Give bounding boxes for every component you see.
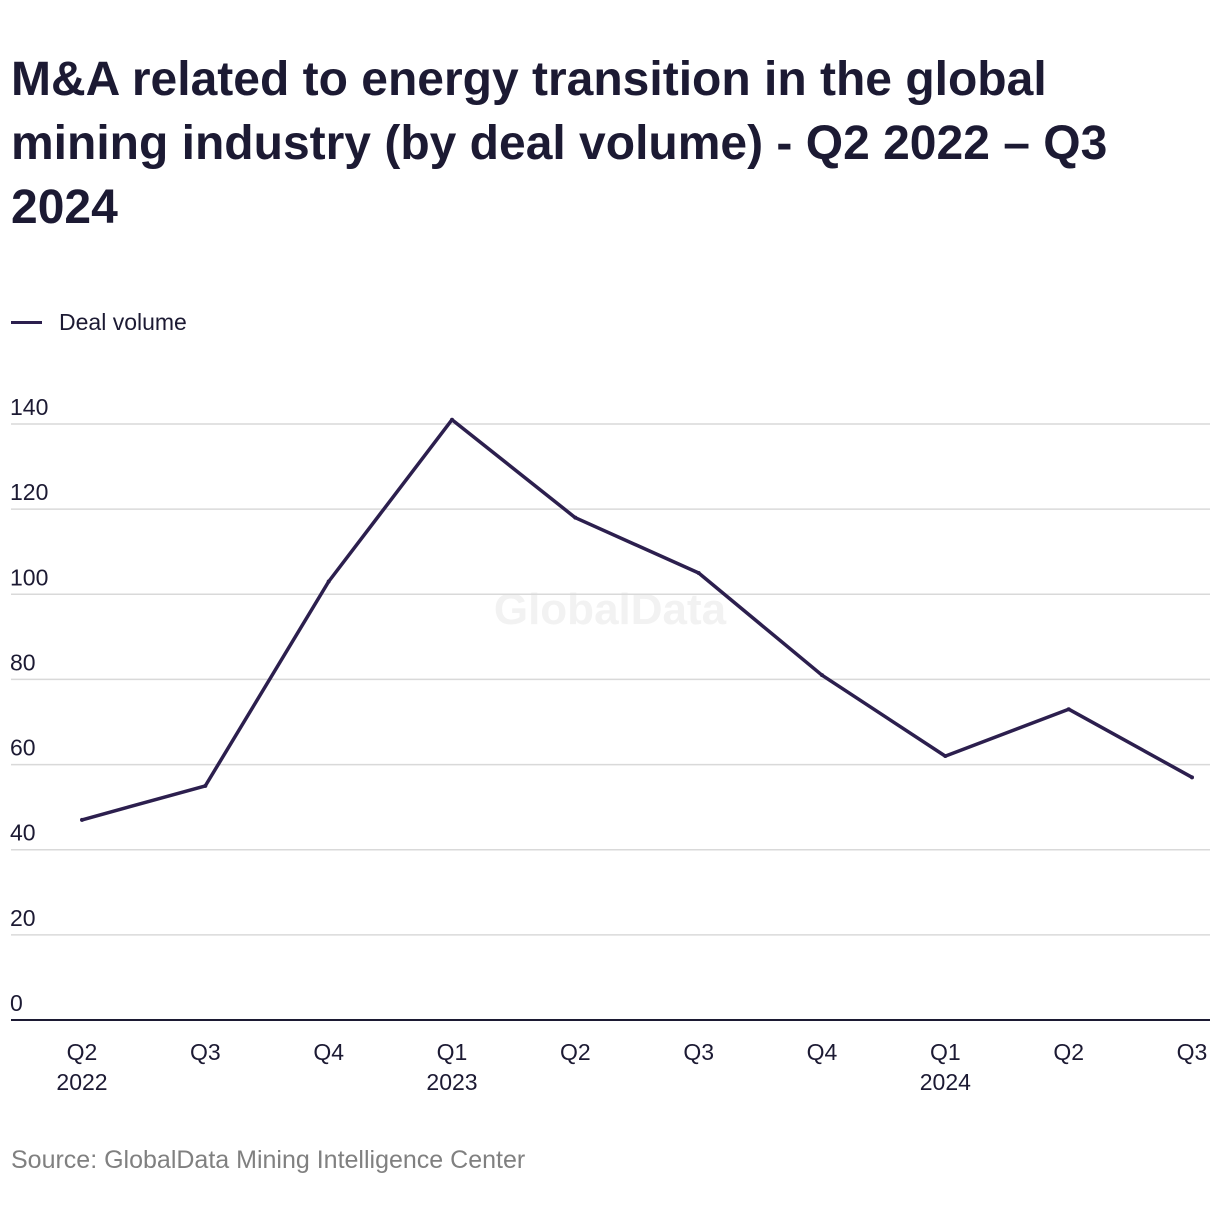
data-point-4 xyxy=(573,515,578,520)
x-tick-label-7-year: 2024 xyxy=(920,1069,971,1095)
x-tick-label-1: Q3 xyxy=(190,1039,221,1065)
x-tick-label-6: Q4 xyxy=(807,1039,838,1065)
x-tick-label-7: Q1 xyxy=(930,1039,961,1065)
series-line-deal-volume xyxy=(80,417,1194,822)
data-point-3 xyxy=(450,417,454,422)
x-tick-label-3: Q1 xyxy=(437,1039,468,1065)
y-tick-label-0: 0 xyxy=(10,990,23,1016)
y-tick-label-100: 100 xyxy=(10,564,48,590)
y-tick-label-140: 140 xyxy=(10,394,48,420)
chart-title: M&A related to energy transition in the … xyxy=(11,53,1108,234)
data-point-0 xyxy=(80,817,84,822)
data-point-9 xyxy=(1190,775,1194,780)
x-tick-label-2: Q4 xyxy=(313,1039,344,1065)
y-tick-label-120: 120 xyxy=(10,479,48,505)
line-chart: GlobalData 0 20 40 60 80 100 120 140 Q2 2022 Q3 Q4 Q1… xyxy=(10,394,1210,1095)
x-tick-label-8: Q2 xyxy=(1053,1039,1084,1065)
data-point-5 xyxy=(696,571,701,575)
x-tick-label-5: Q3 xyxy=(683,1039,714,1065)
data-point-1 xyxy=(203,783,208,788)
y-tick-label-20: 20 xyxy=(10,905,36,931)
data-point-6 xyxy=(820,673,824,678)
x-tick-label-0: Q2 xyxy=(67,1039,98,1065)
watermark-text: GlobalData xyxy=(494,585,727,634)
x-tick-label-4: Q2 xyxy=(560,1039,591,1065)
y-tick-label-80: 80 xyxy=(10,649,36,675)
data-point-7 xyxy=(943,754,948,759)
legend: Deal volume xyxy=(11,306,187,338)
legend-label-deal-volume: Deal volume xyxy=(59,308,187,335)
legend-swatch-deal-volume xyxy=(11,320,42,324)
y-tick-label-40: 40 xyxy=(10,820,36,846)
data-point-2 xyxy=(326,579,331,584)
x-tick-label-3-year: 2023 xyxy=(426,1069,477,1095)
data-point-8 xyxy=(1066,707,1071,712)
source-note: Source: GlobalData Mining Intelligence C… xyxy=(11,1146,526,1174)
x-tick-label-9: Q3 xyxy=(1177,1039,1208,1065)
x-tick-label-0-year: 2022 xyxy=(56,1069,107,1095)
y-tick-label-60: 60 xyxy=(10,735,36,761)
